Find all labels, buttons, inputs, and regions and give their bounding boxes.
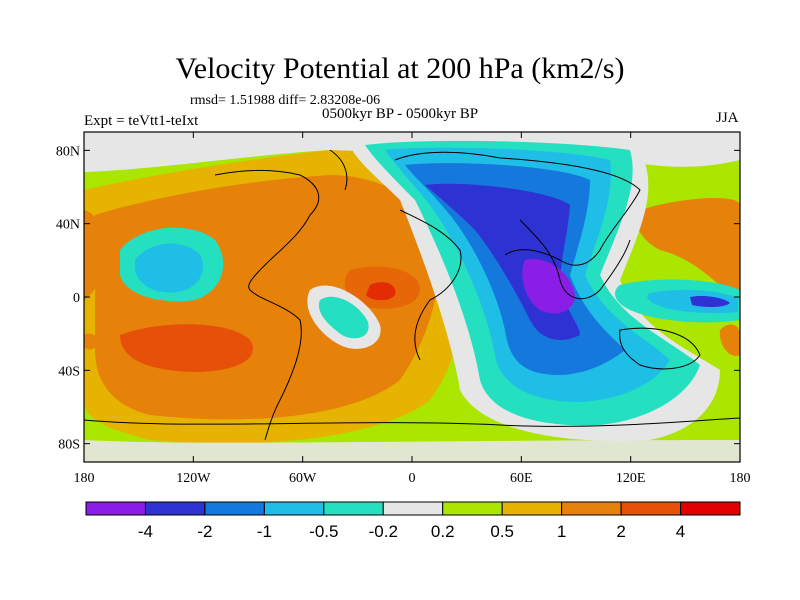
colorbar-swatch [442, 501, 503, 516]
stats-label: rmsd= 1.51988 diff= 2.83208e-06 [190, 93, 381, 108]
season-label: JJA [716, 110, 739, 126]
colorbar-label: -4 [138, 522, 153, 541]
chart-title: Velocity Potential at 200 hPa (km2/s) [175, 52, 625, 85]
contour-field [84, 132, 740, 462]
colorbar-swatch [620, 501, 682, 516]
x-tick-label: 60E [510, 471, 533, 486]
colorbar-swatch [85, 501, 146, 516]
y-axis: 80N 40N 0 40S 80S [56, 144, 740, 453]
colorbar-label: -2 [197, 522, 212, 541]
colorbar-swatch [263, 501, 325, 516]
colorbar-swatch [382, 501, 444, 516]
coastlines [84, 149, 740, 441]
experiment-label: Expt = teVtt1-teIxt [84, 113, 199, 129]
colorbar-swatch [144, 501, 206, 516]
colorbar-label: -0.2 [369, 522, 398, 541]
x-tick-label: 60W [289, 471, 317, 486]
x-tick-label: 180 [730, 471, 751, 486]
y-tick-label: 80N [56, 144, 80, 159]
y-tick-label: 0 [73, 291, 80, 306]
colorbar-swatch [561, 501, 622, 516]
colorbar-label: 1 [557, 522, 566, 541]
colorbar-label: 4 [676, 522, 685, 541]
period-label: 0500kyr BP - 0500kyr BP [322, 106, 479, 122]
colorbar-label: 2 [616, 522, 625, 541]
x-axis: 180 120W 60W 0 60E 120E 180 [74, 132, 751, 486]
colorbar-label: 0.2 [431, 522, 455, 541]
x-tick-label: 120E [616, 471, 646, 486]
x-tick-label: 180 [74, 471, 95, 486]
colorbar-swatch [680, 501, 741, 516]
colorbar-label: 0.5 [490, 522, 514, 541]
y-tick-label: 40N [56, 218, 80, 233]
colorbar-swatch [323, 501, 384, 516]
y-tick-label: 80S [58, 438, 80, 453]
colorbar-swatch [501, 501, 563, 516]
x-tick-label: 0 [409, 471, 416, 486]
y-tick-label: 40S [58, 364, 80, 379]
x-tick-label: 120W [176, 471, 211, 486]
colorbar-label: -0.5 [309, 522, 338, 541]
colorbar-label: -1 [257, 522, 272, 541]
colorbar-swatch [204, 501, 265, 516]
